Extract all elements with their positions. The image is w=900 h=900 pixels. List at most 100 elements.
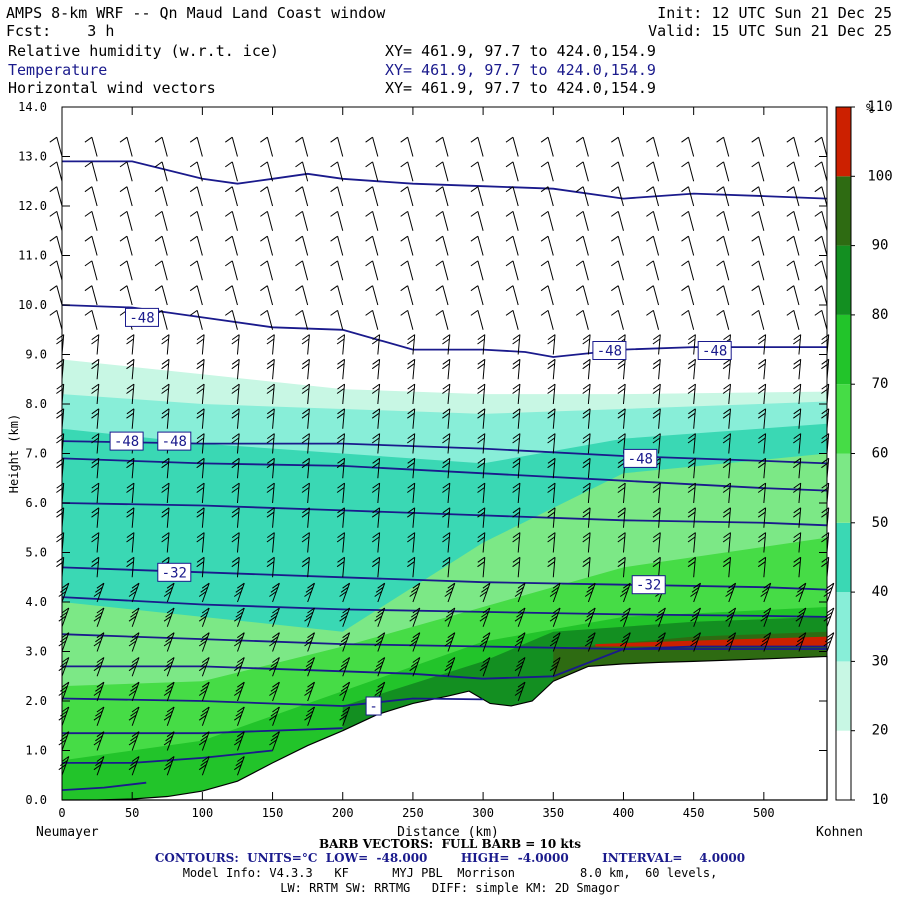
contour-label: -32 [636,578,661,594]
wind-barb [617,507,626,528]
wind-barb [646,309,660,330]
x-tick-label: 500 [753,806,775,820]
wind-barb [795,607,807,627]
wind-barb [93,632,105,652]
wind-barb [330,161,344,182]
wind-barb [584,582,596,603]
field-wind-name: Horizontal wind vectors [8,79,216,97]
wind-barb [231,334,240,355]
wind-barb [295,136,309,157]
wind-barb [655,632,666,652]
contour-label-layer: -48 -48 -48 -48 -48 -48 -32 -32 - [109,307,732,716]
y-tick-label: 0.0 [25,793,47,807]
wind-barb [196,556,205,578]
wind-barb [84,186,98,207]
wind-barb [196,408,205,429]
wind-barb [371,457,381,479]
wind-barb [295,186,309,207]
wind-barb [126,457,135,479]
wind-barb [339,632,351,652]
wind-barb [652,383,661,405]
colorbar-label: 10 [872,792,889,808]
wind-barb [336,408,345,429]
wind-barb [646,161,660,182]
wind-barb [339,607,351,627]
wind-barb [652,482,661,504]
wind-barb [330,210,344,231]
wind-barb [304,607,315,627]
wind-barb [505,285,519,306]
wind-barb [444,582,456,603]
wind-barb [260,309,274,330]
wind-barb [681,186,695,207]
wind-barb [330,260,344,281]
wind-barb [225,309,238,330]
wind-barb [374,632,386,652]
wind-barb [655,607,666,627]
wind-barb [760,607,772,627]
wind-barb [512,408,521,429]
temperature-contour--24 [61,633,827,650]
wind-barb [163,731,175,751]
wind-barb [725,607,737,627]
wind-barb [330,136,344,157]
wind-barb [575,285,589,306]
wind-barb [234,681,245,702]
wind-barb [260,136,274,157]
wind-barb [681,309,695,330]
wind-barb [409,582,421,603]
wind-barb [128,756,140,776]
wind-barb [442,433,451,454]
right-endpoint-label: Kohnen [816,825,863,840]
wind-barb [716,260,730,281]
wind-barb [128,632,140,652]
wind-barb [295,285,309,306]
model-info-line-2: LW: RRTM SW: RRTMG DIFF: simple KM: 2D S… [280,881,620,895]
forecast-hour: Fcst: 3 h [6,22,115,40]
wind-barb [234,607,245,627]
wind-barb [374,582,386,603]
wind-barb [84,260,98,281]
wind-barb [795,582,807,603]
temperature-contour--16 [61,697,484,707]
wind-barb [442,482,451,504]
wind-barb [725,632,737,652]
wind-barb [196,358,205,380]
wind-barb [225,235,238,256]
wind-barb [442,556,451,578]
wind-barb [196,532,205,553]
y-tick-label: 11.0 [18,249,47,263]
wind-barb [584,632,596,652]
wind-barb [260,186,274,207]
y-tick-label: 6.0 [25,496,47,510]
wind-barb [505,260,519,281]
wind-barb [514,632,526,652]
wind-barb [760,632,772,652]
wind-barb [365,136,379,157]
field-temperature-xy: XY= 461.9, 97.7 to 424.0,154.9 [385,61,656,79]
wind-barb [584,607,596,627]
wind-barb [582,358,591,380]
wind-barb [435,210,449,231]
wind-barb [49,161,63,182]
wind-barb [196,334,205,355]
wind-barb [681,260,695,281]
wind-barb [814,285,828,306]
wind-barb [234,582,245,603]
wind-barb [198,756,210,776]
wind-barb [442,408,451,429]
wind-barb [225,210,238,231]
wind-barb [477,383,486,405]
colorbar-bin [836,245,851,315]
wind-barb [260,161,274,182]
wind-barb [722,556,731,578]
wind-barb [371,532,381,553]
contour-label-box [125,307,159,327]
wind-barb [128,731,140,751]
wind-barb [687,532,696,553]
wind-barb [126,383,135,405]
wind-barb [549,657,561,677]
wind-barb [512,532,521,553]
wind-barb [617,482,626,504]
wind-barb [365,186,379,207]
